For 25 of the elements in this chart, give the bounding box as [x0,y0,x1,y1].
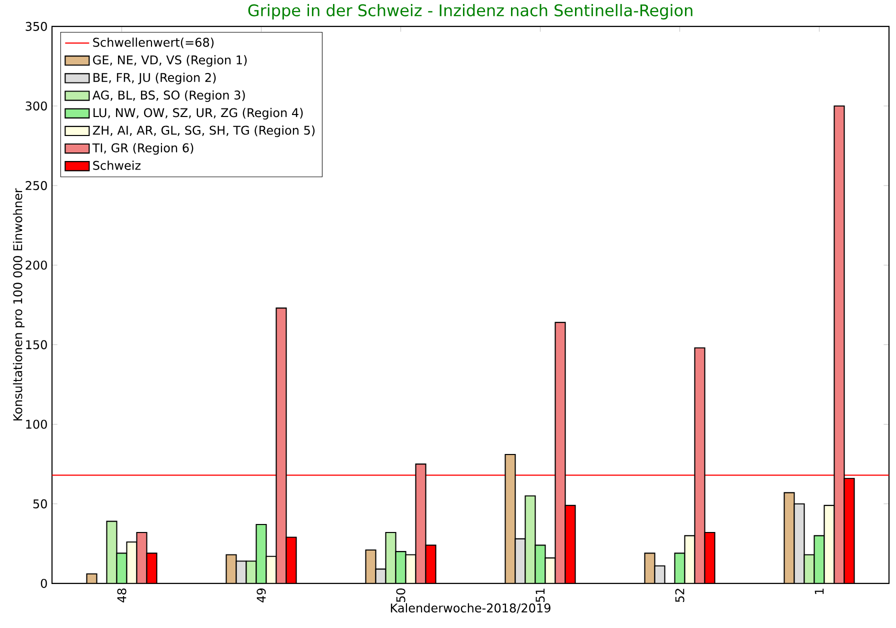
y-tick-label: 350 [26,22,47,31]
x-tick-label: 50 [396,588,406,602]
y-tick-label: 50 [33,499,47,508]
x-tick-label: 49 [256,588,266,602]
y-tick-label: 150 [26,340,47,350]
x-tick-label: 48 [117,588,126,602]
y-tick-label: 100 [26,420,47,429]
x-tick-label: 51 [536,588,545,602]
legend-label: Schwellenwert(=68) [93,37,214,48]
y-tick-label: 0 [40,578,47,588]
legend-label: TI, GR (Region 6) [92,142,194,154]
legend-label: ZH, AI, AR, GL, SG, SH, TG (Region 5) [92,125,315,137]
y-tick-label: 250 [26,180,47,190]
x-tick-label: 52 [675,588,684,602]
legend-label: GE, NE, VD, VS (Region 1) [93,54,247,67]
x-tick-label: 1 [814,588,824,594]
legend-label: LU, NW, OW, SZ, UR, ZG (Region 4) [94,108,303,120]
y-tick-label: 200 [26,260,47,270]
legend-label: AG, BL, BS, SO (Region 3) [92,90,245,102]
legend-label: BE, FR, JU (Region 2) [94,72,216,84]
x-axis-title: Kalenderwoche-2018/2019 [390,603,550,614]
y-tick-label: 300 [26,101,47,110]
chart-title: Grippe in der Schweiz - Inzidenz nach Sentinella-Region [248,4,692,20]
legend-label: Schweiz [93,160,141,170]
y-axis-title: Konsultationen pro 100 000 Einwohner [12,188,25,420]
